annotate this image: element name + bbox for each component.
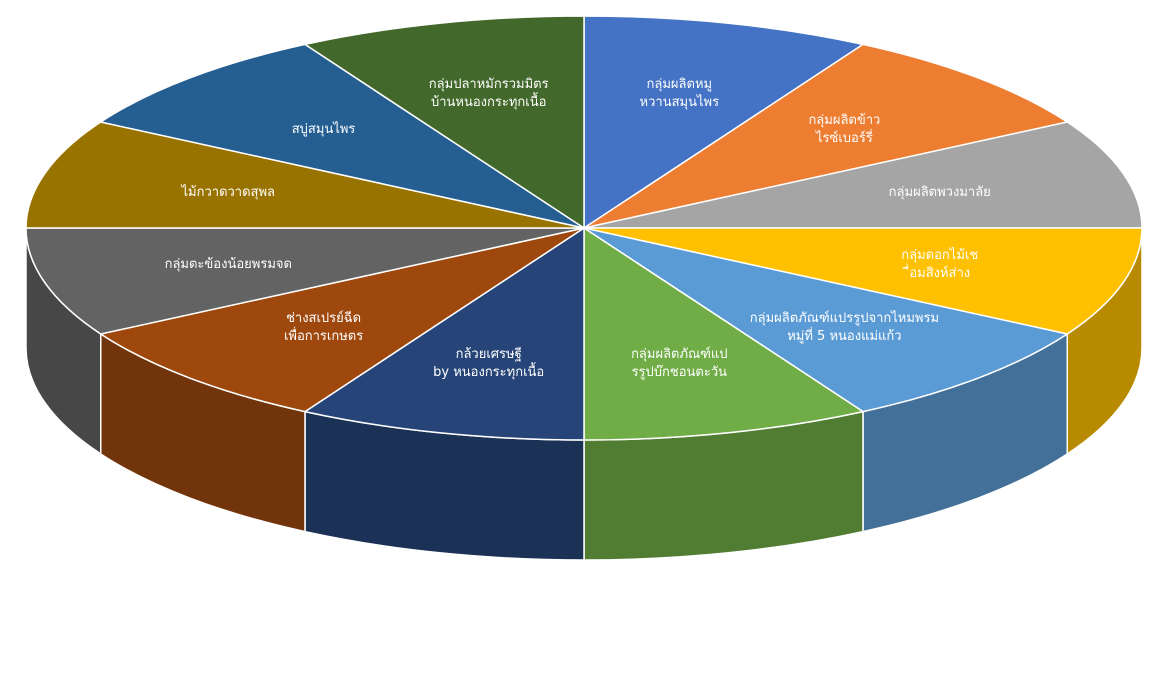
slice-label-2: กลุ่มผลิตพวงมาลัย — [889, 185, 991, 200]
pie-slice-3 — [583, 227, 1143, 335]
pie-slice-10 — [98, 43, 585, 229]
pie-top-slices — [25, 15, 1143, 441]
pie-sides — [25, 227, 1143, 561]
pie-slice-4 — [583, 227, 1070, 413]
slice-label-10: สบู่สมุนไพร — [292, 121, 356, 137]
slice-label-8: กลุ่มตะข้องน้อยพรมจด — [165, 257, 292, 272]
pie-slice-9 — [25, 121, 585, 229]
pie-slice-0 — [583, 15, 865, 230]
slice-label-3: กลุ่มดอกไม้เชื่อมสิงห์ส่าง — [901, 247, 978, 281]
pie-slice-labels: กลุ่มผลิตหมูหวานสมุนไพรกลุ่มผลิตข้าวไรซ์… — [165, 77, 991, 380]
slice-label-1: กลุ่มผลิตข้าวไรซ์เบอร์รี่ — [808, 113, 880, 146]
pie-slice-5 — [583, 226, 865, 441]
pie-slice-8 — [25, 227, 585, 335]
slice-label-11: กลุ่มปลาหมักรวมมิตรบ้านหนองกระทุกเนื้อ — [429, 77, 549, 110]
pie-slice-6 — [303, 226, 585, 441]
pie-slice-1 — [583, 43, 1070, 229]
pie-slice-2 — [583, 121, 1143, 229]
pie-slice-7 — [98, 227, 585, 413]
slice-label-6: กล้วยเศรษฐี by หนองกระทุกเนื้อ — [433, 346, 544, 380]
slice-label-9: ไม้กวาดวาดสุพล — [180, 184, 275, 200]
slice-label-0: กลุ่มผลิตหมูหวานสมุนไพร — [640, 77, 720, 110]
slice-label-7: ช่างสเปรย์ฉีดเพื่อการเกษตร — [284, 310, 363, 344]
slice-label-5: กลุ่มผลิตภัณฑ์แปรรูปบ๊กชอนตะวัน — [631, 346, 727, 380]
pie-slice-11 — [303, 15, 585, 230]
slice-label-4: กลุ่มผลิตภัณฑ์แปรรูปจากไหมพรมหมู่ที่ 5 ห… — [750, 310, 939, 344]
